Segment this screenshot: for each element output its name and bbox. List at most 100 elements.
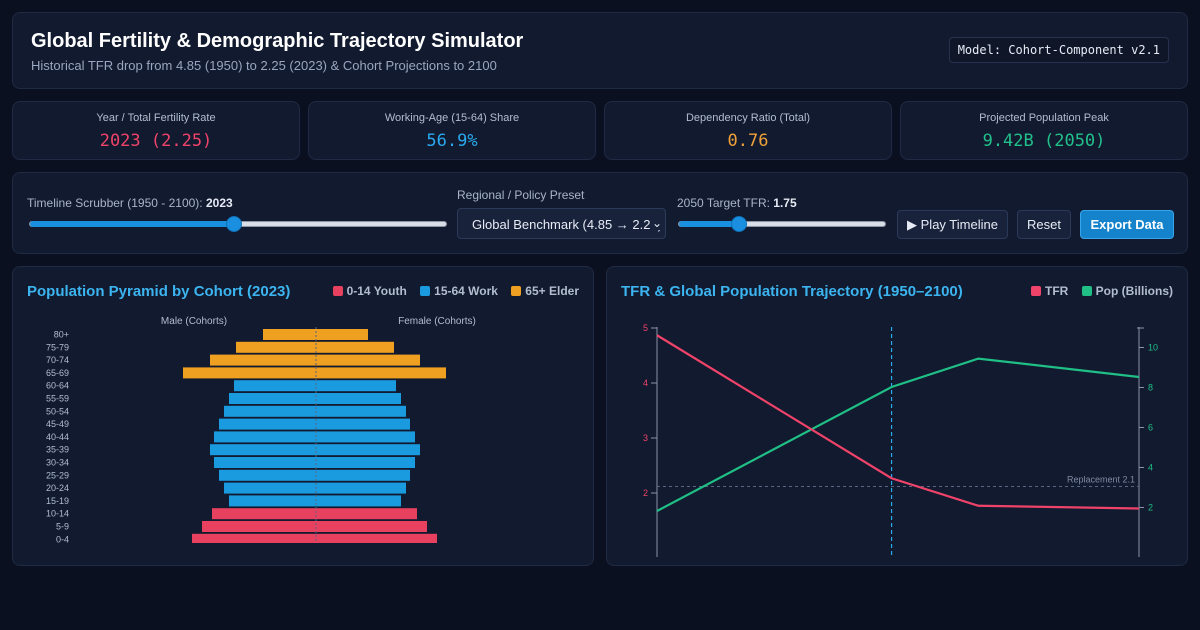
timeline-slider-thumb[interactable] <box>225 216 242 232</box>
left-tick-label: 2 <box>643 488 648 498</box>
female-bar-55-59 <box>316 393 401 404</box>
legend-item-youth: 0-14 Youth <box>332 284 407 298</box>
female-bar-40-44 <box>316 431 415 443</box>
age-label: 60-64 <box>46 381 69 391</box>
female-bar-5-9 <box>316 521 427 532</box>
target-tfr-slider[interactable] <box>678 216 886 232</box>
right-tick-label: 2 <box>1148 503 1153 513</box>
legend-label: TFR <box>1045 284 1069 298</box>
tfr-series-line <box>656 334 1140 510</box>
timeline-slider-fill <box>30 221 234 227</box>
male-bar-60-64 <box>234 380 316 392</box>
controls-panel: Timeline Scrubber (1950 - 2100): 2023 Re… <box>12 172 1188 254</box>
preset-select[interactable]: Global Benchmark (4.85 → 2.25) ⌄ <box>457 208 666 239</box>
target-tfr-label-text: 2050 Target TFR: <box>677 196 774 210</box>
female-bar-65-69 <box>316 367 446 379</box>
reset-button[interactable]: Reset <box>1017 210 1071 239</box>
kpi-label: Projected Population Peak <box>979 112 1109 124</box>
male-bar-10-14 <box>212 508 316 520</box>
female-bar-45-49 <box>316 418 410 430</box>
male-bar-45-49 <box>219 418 316 430</box>
female-bar-75-79 <box>316 341 394 353</box>
female-bar-35-39 <box>316 444 420 456</box>
app-title: Global Fertility & Demographic Trajector… <box>31 30 524 52</box>
legend-item-tfr: TFR <box>1031 284 1068 298</box>
chevron-down-icon: ⌄ <box>649 216 662 230</box>
trend-legend: TFR Pop (Billions) <box>1021 284 1173 298</box>
kpi-value: 2023 (2.25) <box>99 131 213 151</box>
age-label: 5-9 <box>56 522 69 532</box>
male-bar-0-4 <box>192 533 316 543</box>
male-bar-40-44 <box>214 431 316 443</box>
kpi-label: Working-Age (15-64) Share <box>384 112 520 124</box>
female-bar-25-29 <box>316 469 410 481</box>
target-tfr-slider-thumb[interactable] <box>731 216 748 232</box>
legend-swatch <box>420 286 431 296</box>
export-data-button[interactable]: Export Data <box>1080 210 1174 239</box>
legend-label: 0-14 Youth <box>346 284 407 298</box>
app-subtitle: Historical TFR drop from 4.85 (1950) to … <box>31 58 497 73</box>
age-label: 70-74 <box>46 355 69 365</box>
pyramid-chart: Male (Cohorts) Female (Cohorts) 80+ 75-79… <box>46 316 476 543</box>
legend-label: 15-64 Work <box>434 284 498 298</box>
pyramid-legend: 0-14 Youth 15-64 Work 65+ Elder <box>323 284 579 298</box>
female-bar-70-74 <box>316 354 420 366</box>
male-bar-55-59 <box>229 393 316 404</box>
male-bar-15-19 <box>229 495 316 507</box>
female-bar-20-24 <box>316 482 406 494</box>
target-tfr-slider-fill <box>679 221 740 227</box>
female-bar-10-14 <box>316 508 417 520</box>
female-bar-50-54 <box>316 405 406 417</box>
age-label: 30-34 <box>46 458 69 468</box>
header-panel: Global Fertility & Demographic Trajector… <box>12 12 1188 89</box>
male-bar-75-79 <box>236 341 316 353</box>
male-bar-20-24 <box>224 482 316 494</box>
male-bar-30-34 <box>214 457 316 468</box>
male-bar-70-74 <box>210 354 316 366</box>
age-label: 35-39 <box>46 445 69 455</box>
left-tick-label: 4 <box>643 378 648 388</box>
kpi-label: Dependency Ratio (Total) <box>685 112 811 124</box>
pyramid-chart-title: Population Pyramid by Cohort (2023) <box>27 283 291 300</box>
age-label: 75-79 <box>46 342 69 352</box>
right-tick-label: 6 <box>1148 423 1153 433</box>
timeline-slider[interactable] <box>29 216 447 232</box>
legend-swatch <box>1081 286 1092 296</box>
preset-label: Regional / Policy Preset <box>457 188 585 202</box>
trend-chart: 2 3 4 5 2 4 6 8 10 Replacement 2.1 <box>643 323 1158 557</box>
kpi-value: 0.76 <box>727 131 769 151</box>
age-label: 20-24 <box>46 483 69 493</box>
preset-select-value: Global Benchmark (4.85 → 2.25) <box>472 217 663 232</box>
age-label: 10-14 <box>46 509 69 519</box>
legend-swatch <box>332 286 343 296</box>
legend-item-pop: Pop (Billions) <box>1081 284 1173 298</box>
target-tfr-value: 1.75 <box>773 196 797 210</box>
timeline-value: 2023 <box>205 196 233 210</box>
female-bar-0-4 <box>316 533 437 543</box>
male-bar-80+ <box>263 329 316 340</box>
age-label: 50-54 <box>46 406 69 416</box>
pyramid-chart-panel: Population Pyramid by Cohort (2023) 0-14… <box>12 266 594 566</box>
female-bar-60-64 <box>316 380 396 392</box>
kpi-value: 56.9% <box>426 131 478 151</box>
female-axis-label: Female (Cohorts) <box>398 316 476 327</box>
timeline-label-text: Timeline Scrubber (1950 - 2100): <box>27 196 206 210</box>
kpi-value: 9.42B (2050) <box>982 131 1106 151</box>
trend-chart-title: TFR & Global Population Trajectory (1950… <box>621 283 963 300</box>
age-label: 80+ <box>54 330 69 340</box>
timeline-label: Timeline Scrubber (1950 - 2100): 2023 <box>27 196 233 210</box>
left-tick-label: 5 <box>643 323 648 333</box>
population-series-line <box>656 357 1140 512</box>
legend-swatch <box>511 286 522 296</box>
legend-item-elder: 65+ Elder <box>511 284 579 298</box>
trend-chart-panel: TFR & Global Population Trajectory (1950… <box>606 266 1188 566</box>
male-bar-5-9 <box>202 521 316 532</box>
male-axis-label: Male (Cohorts) <box>161 316 227 327</box>
male-bar-65-69 <box>183 367 316 379</box>
legend-label: Pop (Billions) <box>1095 284 1173 298</box>
age-label: 15-19 <box>46 496 69 506</box>
play-timeline-button[interactable]: ▶ Play Timeline <box>897 210 1008 239</box>
replacement-line-label: Replacement 2.1 <box>1067 475 1135 485</box>
female-bar-15-19 <box>316 495 401 507</box>
female-bar-80+ <box>316 329 368 340</box>
